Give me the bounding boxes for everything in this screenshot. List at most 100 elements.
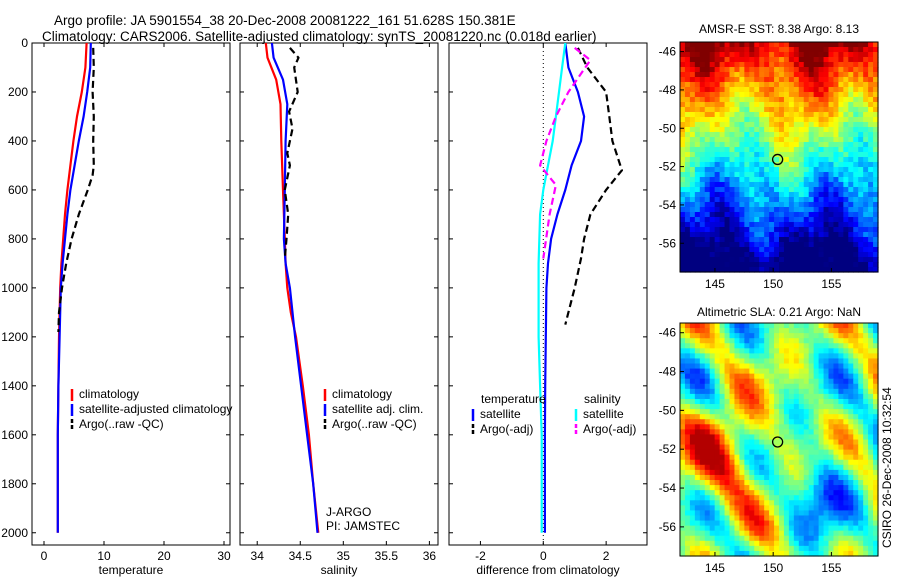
heatmap-cell bbox=[684, 449, 691, 456]
heatmap-cell bbox=[838, 147, 844, 153]
heatmap-cell bbox=[863, 530, 869, 537]
heatmap-cell bbox=[783, 47, 790, 53]
heatmap-cell bbox=[704, 510, 711, 517]
heatmap-cell bbox=[749, 262, 755, 268]
heatmap-cell bbox=[853, 328, 859, 334]
heatmap-cell bbox=[798, 102, 805, 108]
heatmap-cell bbox=[694, 67, 701, 73]
heatmap-cell bbox=[793, 338, 800, 344]
heatmap-cell bbox=[734, 257, 740, 263]
heatmap-cell bbox=[759, 363, 765, 370]
heatmap-cell bbox=[680, 197, 686, 203]
heatmap-cell bbox=[694, 459, 701, 466]
heatmap-cell bbox=[783, 429, 790, 436]
heatmap-cell bbox=[843, 495, 849, 501]
heatmap-cell bbox=[684, 157, 691, 163]
heatmap-cell bbox=[813, 172, 820, 178]
heatmap-cell bbox=[873, 434, 879, 441]
heatmap-cell bbox=[680, 338, 686, 344]
heatmap-cell bbox=[823, 62, 830, 68]
heatmap-cell bbox=[868, 449, 874, 456]
heatmap-cell bbox=[764, 424, 770, 430]
heatmap-cell bbox=[818, 162, 825, 168]
heatmap-cell bbox=[818, 207, 825, 213]
heatmap-cell bbox=[694, 267, 701, 273]
heatmap-cell bbox=[689, 257, 696, 263]
heatmap-cell bbox=[699, 267, 706, 273]
heatmap-cell bbox=[704, 102, 711, 108]
heatmap-cell bbox=[764, 393, 770, 400]
heatmap-cell bbox=[684, 530, 691, 537]
heatmap-cell bbox=[749, 72, 755, 78]
heatmap-cell bbox=[714, 378, 721, 385]
heatmap-cell bbox=[783, 505, 790, 512]
heatmap-cell bbox=[858, 348, 864, 354]
heatmap-cell bbox=[873, 72, 879, 78]
heatmap-cell bbox=[749, 182, 755, 188]
heatmap-cell bbox=[694, 520, 701, 527]
heatmap-cell bbox=[798, 333, 805, 339]
heatmap-cell bbox=[858, 505, 864, 512]
heatmap-cell bbox=[694, 262, 701, 268]
heatmap-cell bbox=[779, 77, 785, 83]
heatmap-cell bbox=[769, 530, 775, 537]
heatmap-cell bbox=[764, 247, 770, 253]
heatmap-cell bbox=[694, 404, 701, 410]
heatmap-cell bbox=[744, 187, 750, 193]
heatmap-cell bbox=[704, 353, 711, 360]
heatmap-cell bbox=[808, 242, 815, 248]
heatmap-cell bbox=[823, 328, 830, 334]
heatmap-cell bbox=[754, 454, 760, 461]
heatmap-cell bbox=[873, 197, 879, 203]
heatmap-cell bbox=[818, 57, 825, 63]
heatmap-cell bbox=[680, 505, 686, 512]
heatmap-cell bbox=[744, 535, 750, 542]
heatmap-cell bbox=[848, 187, 854, 193]
heatmap-cell bbox=[759, 152, 765, 158]
heatmap-cell bbox=[729, 102, 736, 108]
heatmap-cell bbox=[788, 207, 795, 213]
heatmap-cell bbox=[689, 358, 696, 365]
heatmap-cell bbox=[818, 530, 825, 537]
heatmap-cell bbox=[704, 378, 711, 385]
heatmap-cell bbox=[729, 550, 736, 557]
heatmap-cell bbox=[848, 398, 854, 405]
heatmap-cell bbox=[863, 515, 869, 522]
heatmap-cell bbox=[868, 480, 874, 486]
heatmap-cell bbox=[709, 373, 716, 380]
heatmap-cell bbox=[734, 454, 740, 461]
heatmap-cell bbox=[848, 192, 854, 198]
heatmap-cell bbox=[779, 424, 785, 430]
heatmap-cell bbox=[808, 383, 815, 390]
heatmap-cell bbox=[680, 62, 686, 68]
heatmap-cell bbox=[739, 500, 745, 506]
heatmap-cell bbox=[744, 172, 750, 178]
heatmap-cell bbox=[714, 398, 721, 405]
heatmap-cell bbox=[838, 107, 844, 113]
heatmap-cell bbox=[754, 469, 760, 476]
heatmap-cell bbox=[788, 157, 795, 163]
heatmap-cell bbox=[779, 404, 785, 410]
heatmap-cell bbox=[803, 464, 810, 471]
heatmap-cell bbox=[680, 137, 686, 143]
heatmap-cell bbox=[749, 343, 755, 349]
heatmap-cell bbox=[823, 132, 830, 138]
heatmap-cell bbox=[783, 67, 790, 73]
heatmap-cell bbox=[823, 444, 830, 451]
heatmap-cell bbox=[744, 353, 750, 360]
heatmap-cell bbox=[798, 368, 805, 375]
heatmap-cell bbox=[699, 469, 706, 476]
heatmap-cell bbox=[704, 424, 711, 430]
heatmap-cell bbox=[689, 107, 696, 113]
heatmap-cell bbox=[744, 117, 750, 123]
heatmap-cell bbox=[813, 444, 820, 451]
heatmap-cell bbox=[818, 262, 825, 268]
heatmap-cell bbox=[779, 242, 785, 248]
heatmap-cell bbox=[798, 247, 805, 253]
heatmap-cell bbox=[838, 127, 844, 133]
heatmap-cell bbox=[729, 112, 736, 118]
heatmap-cell bbox=[793, 485, 800, 491]
heatmap-cell bbox=[734, 127, 740, 133]
heatmap-cell bbox=[848, 545, 854, 552]
heatmap-cell bbox=[734, 197, 740, 203]
